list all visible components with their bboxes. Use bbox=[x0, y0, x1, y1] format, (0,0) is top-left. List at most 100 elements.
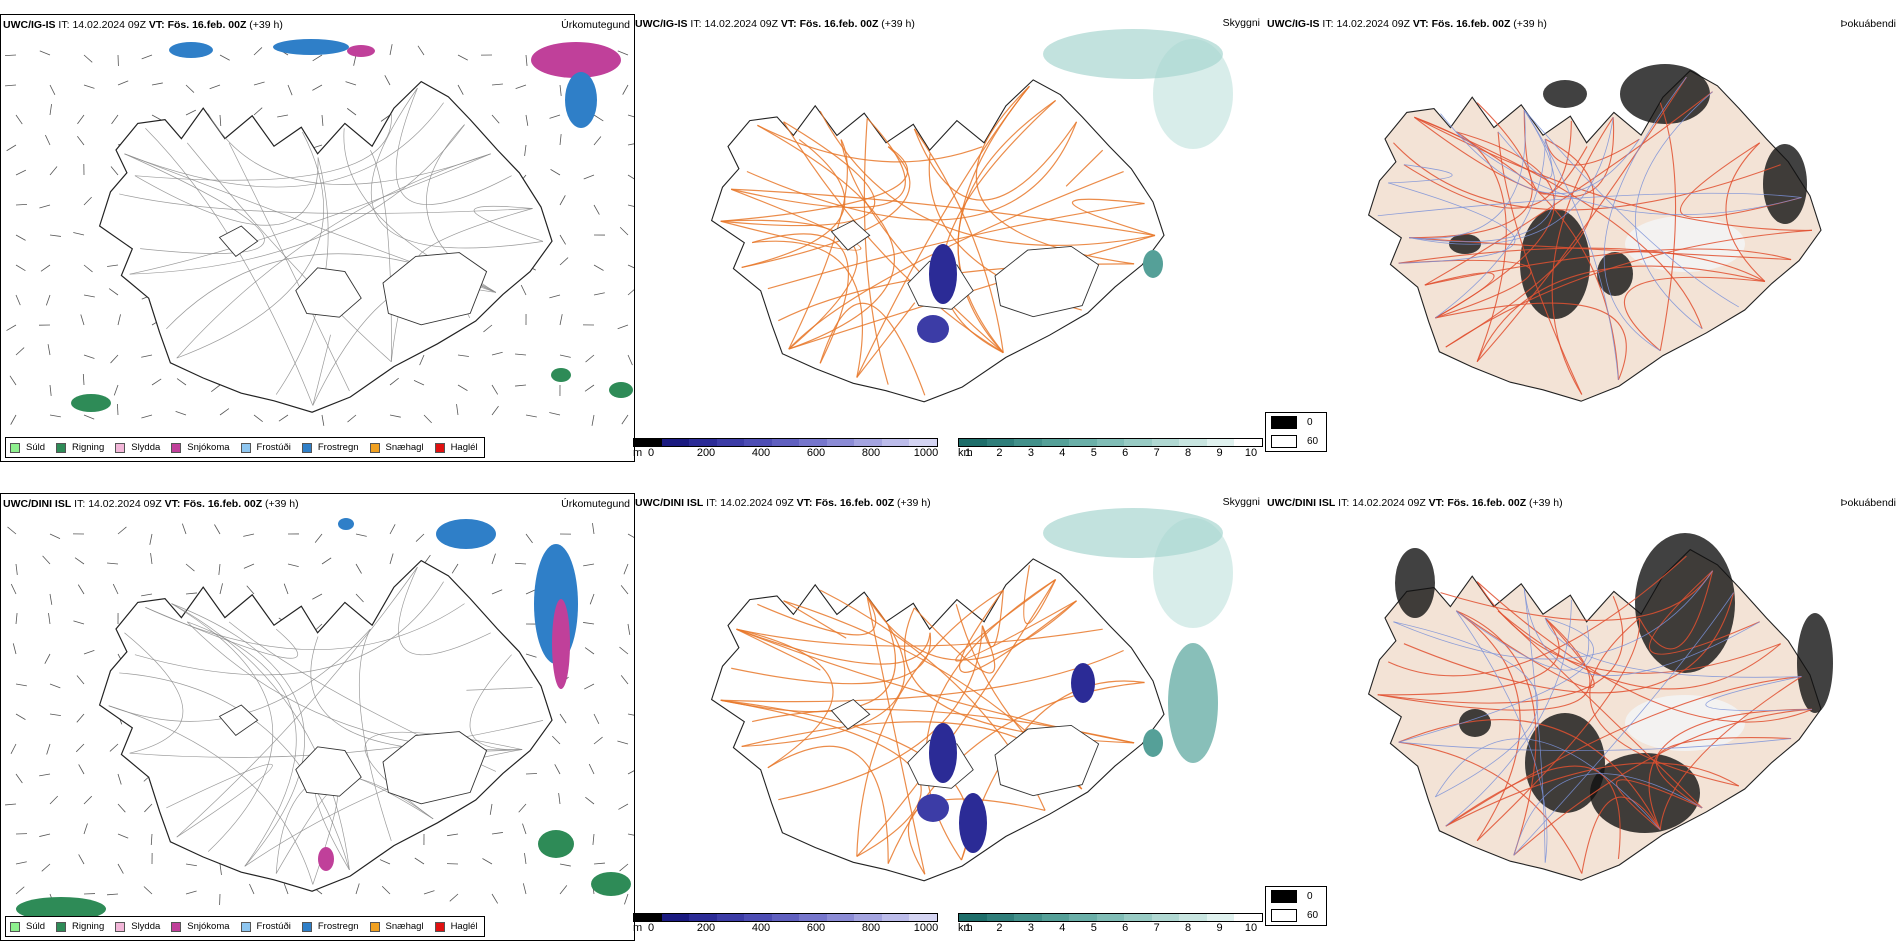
scale-tick-label: 5 bbox=[1090, 447, 1097, 459]
road-line bbox=[1065, 149, 1104, 187]
wind-barb bbox=[583, 174, 595, 180]
wind-barb bbox=[593, 264, 604, 271]
road-line bbox=[1071, 198, 1156, 237]
wind-barb bbox=[185, 890, 197, 895]
scale-tick-label: 4 bbox=[1059, 447, 1066, 459]
wind-barb bbox=[83, 294, 95, 298]
road-line bbox=[819, 302, 926, 396]
road-line bbox=[1409, 109, 1526, 239]
wind-barb bbox=[287, 563, 299, 567]
wind-barb bbox=[593, 862, 605, 865]
road-line bbox=[108, 705, 314, 885]
legend-swatch bbox=[240, 921, 251, 932]
fog-legend-item: 60 bbox=[1266, 906, 1326, 925]
wind-barb bbox=[82, 373, 85, 386]
low-visibility-area bbox=[1143, 729, 1163, 757]
scale-cell bbox=[986, 914, 1015, 921]
scale-cell bbox=[1234, 914, 1263, 921]
wind-barb bbox=[592, 833, 595, 845]
scale-cell bbox=[744, 439, 772, 446]
road-line bbox=[887, 681, 1145, 864]
wind-barb bbox=[49, 84, 56, 96]
road-line bbox=[736, 628, 821, 671]
panel-title: Úrkomutegund bbox=[561, 498, 630, 510]
wind-barb bbox=[219, 114, 222, 127]
road-line bbox=[741, 596, 906, 748]
fog-legend-label: 0 bbox=[1307, 417, 1313, 428]
legend-item: Haglél bbox=[434, 442, 478, 453]
legend-label: Frostúði bbox=[256, 442, 291, 453]
wind-barb bbox=[112, 583, 119, 595]
scale-tick-label: 6 bbox=[1122, 447, 1129, 459]
wind-barb bbox=[214, 524, 221, 535]
panel-title: Skyggni bbox=[1222, 496, 1260, 508]
scale-cell bbox=[959, 439, 987, 446]
legend-item: Slydda bbox=[115, 921, 160, 932]
wind-barb bbox=[549, 294, 561, 299]
legend-swatch bbox=[301, 921, 312, 932]
legend-swatch bbox=[434, 442, 445, 453]
road-line bbox=[1435, 131, 1555, 319]
glacier-outline bbox=[295, 267, 362, 318]
scale-tick-label: 400 bbox=[751, 447, 771, 459]
road-line bbox=[720, 121, 876, 227]
road-line bbox=[731, 117, 906, 209]
precip-type-legend: Súld Rigning Slydda Snjókoma Frostúði Frostre… bbox=[5, 437, 485, 458]
road-line bbox=[757, 124, 983, 163]
scale-tick-label: 6 bbox=[1122, 922, 1129, 934]
wind-barb bbox=[141, 354, 153, 358]
road-line bbox=[176, 566, 418, 838]
wind-barb bbox=[525, 773, 538, 775]
wind-barb bbox=[415, 533, 425, 542]
scale-tick-label: 2 bbox=[996, 447, 1003, 459]
wind-barb bbox=[515, 353, 527, 356]
wind-barb bbox=[283, 583, 289, 595]
low-visibility-area bbox=[1168, 643, 1218, 763]
rigning-area bbox=[538, 830, 574, 858]
wind-barb bbox=[491, 893, 499, 904]
low-visibility-area bbox=[917, 794, 949, 822]
low-visibility-area bbox=[917, 315, 949, 343]
scale-tick-label: 400 bbox=[751, 922, 771, 934]
wind-barb bbox=[83, 54, 93, 63]
scale-cell bbox=[771, 914, 800, 921]
road-line bbox=[1589, 617, 1739, 787]
visibility-km-scale: km 1 2 3 4 5 6 7 8 9 10 bbox=[958, 913, 1263, 937]
wind-barb bbox=[176, 378, 187, 386]
wind-barb bbox=[593, 292, 605, 296]
scale-tick-label: 8 bbox=[1185, 922, 1192, 934]
wind-barb bbox=[117, 833, 129, 839]
road-line bbox=[1638, 570, 1714, 650]
fog-legend-label: 60 bbox=[1307, 436, 1319, 447]
scale-cell bbox=[1179, 439, 1207, 446]
wind-barb bbox=[627, 533, 634, 538]
low-visibility-area bbox=[959, 793, 987, 853]
road-line bbox=[395, 88, 512, 205]
road-line bbox=[736, 628, 834, 769]
wind-barb bbox=[585, 796, 595, 805]
road-line bbox=[473, 205, 544, 242]
road-line bbox=[1679, 142, 1802, 219]
panel-header: UWC/DINI ISL IT: 14.02.2024 09Z VT: Fös.… bbox=[3, 498, 299, 510]
scale-tick-label: 1000 bbox=[913, 922, 939, 934]
wind-barb bbox=[588, 763, 595, 775]
panel-header: UWC/DINI ISL IT: 14.02.2024 09Z VT: Fös.… bbox=[1267, 497, 1563, 509]
legend-label: Frostúði bbox=[256, 921, 291, 932]
wind-barb bbox=[559, 863, 571, 867]
wind-barb bbox=[113, 384, 119, 396]
wind-barb bbox=[44, 653, 51, 664]
wind-barb bbox=[109, 743, 119, 752]
wind-barb bbox=[593, 204, 600, 215]
scale-tick-label: 7 bbox=[1153, 922, 1160, 934]
wind-barb bbox=[627, 114, 634, 118]
wind-barb bbox=[627, 174, 634, 180]
road-line bbox=[1551, 116, 1614, 395]
wind-barb bbox=[49, 533, 61, 539]
wind-barb bbox=[457, 354, 469, 357]
wind-barb bbox=[83, 354, 95, 359]
wind-barb bbox=[457, 54, 468, 61]
wind-barb bbox=[621, 414, 629, 425]
legend-swatch bbox=[171, 442, 182, 453]
wind-barb bbox=[15, 294, 21, 306]
wind-barb bbox=[83, 84, 95, 89]
